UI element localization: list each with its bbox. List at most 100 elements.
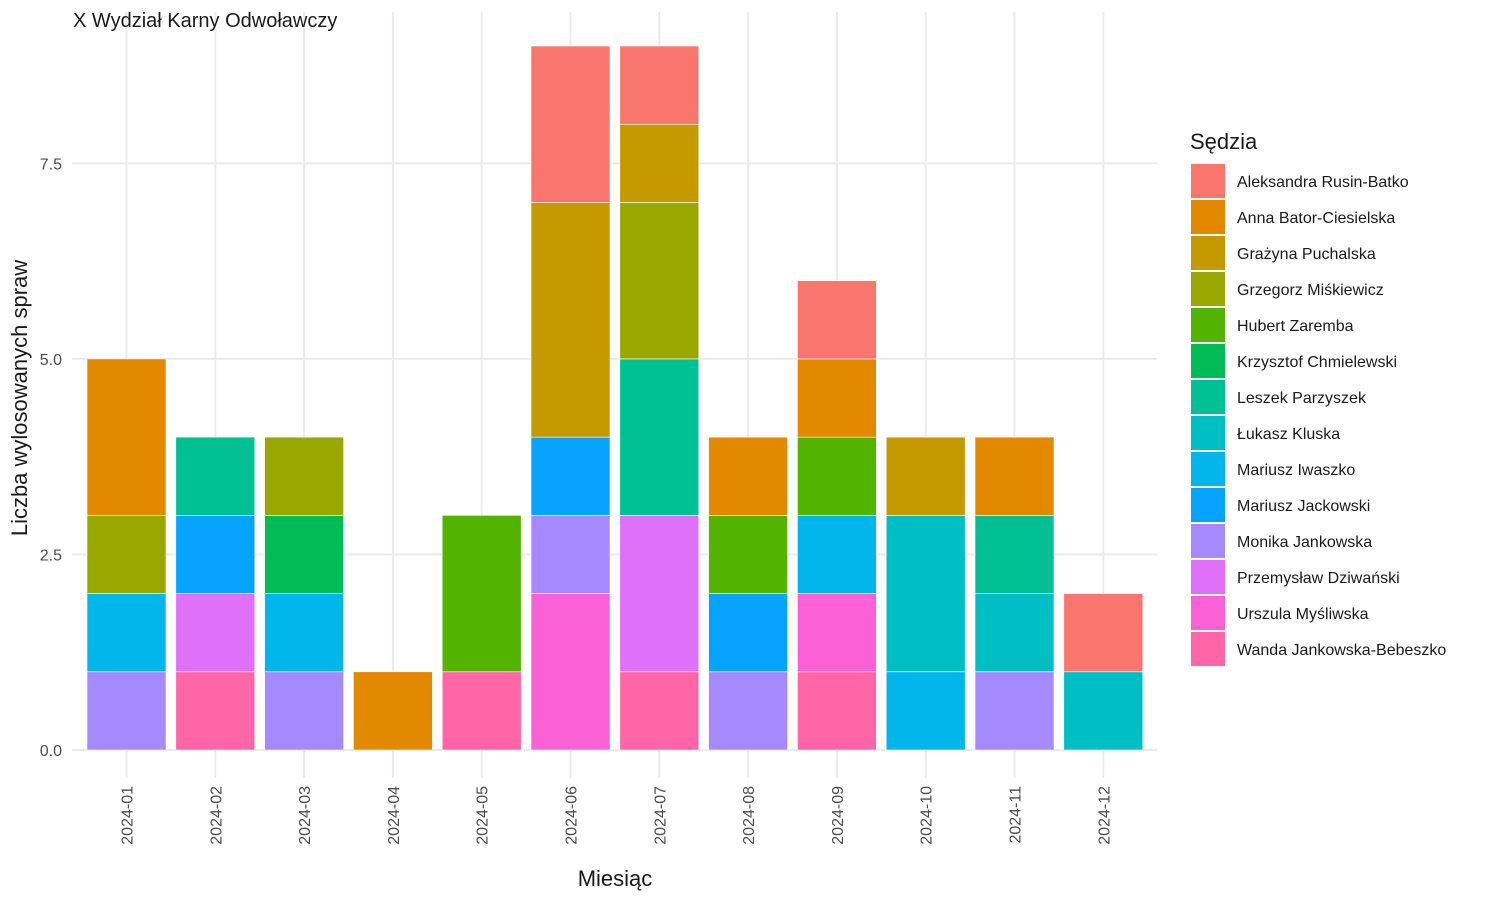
x-tick-labels: 2024-01 2024-02 2024-03 2024-04 2024-05 2024-… [120, 786, 1114, 845]
legend-item: Mariusz Jackowski [1191, 488, 1370, 522]
legend-item: Leszek Parzyszek [1191, 380, 1367, 414]
legend-label: Aleksandra Rusin-Batko [1237, 174, 1409, 191]
bar-segment [708, 671, 788, 751]
x-tick-label: 2024-04 [386, 786, 403, 845]
legend-swatch [1191, 308, 1225, 342]
y-tick-label: 5.0 [40, 352, 62, 369]
bar-segment [264, 515, 344, 594]
bar-segment [530, 593, 611, 751]
legend-swatch [1191, 272, 1225, 306]
legend-item: Przemysław Dziwański [1191, 560, 1400, 594]
legend-swatch [1191, 416, 1225, 450]
legend-item: Grzegorz Miśkiewicz [1191, 272, 1384, 306]
legend-swatch [1191, 344, 1225, 378]
legend-label: Przemysław Dziwański [1237, 570, 1400, 587]
legend-swatch [1191, 164, 1225, 198]
x-axis-title: Miesiąc [578, 866, 653, 891]
chart-title: X Wydział Karny Odwoławczy [73, 10, 337, 32]
bars-layer [86, 45, 1144, 751]
x-tick-label: 2024-02 [208, 786, 225, 845]
bar-segment [797, 280, 877, 360]
legend-swatch [1191, 632, 1225, 666]
legend-label: Hubert Zaremba [1237, 318, 1354, 335]
legend-item: Anna Bator-Ciesielska [1191, 200, 1395, 234]
bar-segment [619, 515, 700, 673]
legend-item: Łukasz Kluska [1191, 416, 1340, 450]
bar-segment [797, 436, 877, 516]
bar-segment [885, 436, 966, 516]
x-tick-label: 2024-05 [475, 786, 492, 845]
legend-swatch [1191, 380, 1225, 414]
bar-segment [619, 123, 700, 203]
legend-swatch [1191, 596, 1225, 630]
bar-segment [441, 515, 522, 673]
legend-items: Aleksandra Rusin-Batko Anna Bator-Ciesiel… [1191, 164, 1446, 666]
legend-item: Krzysztof Chmielewski [1191, 344, 1397, 378]
legend-swatch [1191, 560, 1225, 594]
y-tick-labels: 0.0 2.5 5.0 7.5 [40, 156, 62, 760]
legend-swatch [1191, 452, 1225, 486]
y-tick-label: 0.0 [40, 743, 62, 760]
bar-segment [175, 515, 256, 594]
bar-segment [619, 202, 700, 360]
legend-item: Grażyna Puchalska [1191, 236, 1376, 270]
legend-item: Hubert Zaremba [1191, 308, 1354, 342]
legend-label: Wanda Jankowska-Bebeszko [1237, 642, 1446, 659]
legend-swatch [1191, 524, 1225, 558]
bar-segment [175, 436, 256, 516]
legend-label: Anna Bator-Ciesielska [1237, 210, 1395, 227]
legend-item: Mariusz Iwaszko [1191, 452, 1355, 486]
legend-swatch [1191, 488, 1225, 522]
bar-segment [86, 358, 167, 516]
bar-segment [264, 436, 344, 516]
bar-segment [885, 671, 966, 751]
y-tick-label: 2.5 [40, 547, 62, 564]
bar-segment [1063, 593, 1144, 673]
legend-title: Sędzia [1190, 129, 1258, 154]
bar-segment [708, 515, 788, 594]
bar-segment [175, 671, 256, 751]
legend-label: Monika Jankowska [1237, 534, 1372, 551]
bar-segment [797, 358, 877, 438]
bar-segment [441, 671, 522, 751]
bar-segment [974, 671, 1055, 751]
legend-label: Grażyna Puchalska [1237, 246, 1376, 263]
legend-label: Mariusz Jackowski [1237, 498, 1370, 515]
y-tick-label: 7.5 [40, 156, 62, 173]
bar-segment [530, 202, 611, 438]
bar-segment [619, 358, 700, 516]
bar-segment [264, 593, 344, 673]
legend-label: Urszula Myśliwska [1237, 606, 1369, 623]
x-tick-label: 2024-12 [1096, 786, 1113, 845]
bar-segment [86, 593, 167, 673]
legend-item: Aleksandra Rusin-Batko [1191, 164, 1409, 198]
legend-label: Krzysztof Chmielewski [1237, 354, 1397, 371]
y-axis-title: Liczba wylosowanych spraw [7, 260, 32, 536]
bar-segment [530, 436, 611, 516]
bar-segment [353, 671, 433, 751]
legend-label: Leszek Parzyszek [1237, 390, 1367, 407]
bar-segment [619, 671, 700, 751]
legend-swatch [1191, 236, 1225, 270]
x-tick-label: 2024-11 [1008, 786, 1025, 844]
legend-label: Grzegorz Miśkiewicz [1237, 282, 1384, 299]
bar-segment [86, 515, 167, 594]
x-tick-label: 2024-07 [652, 786, 669, 845]
legend-label: Łukasz Kluska [1237, 426, 1340, 443]
bar-segment [264, 671, 344, 751]
legend-label: Mariusz Iwaszko [1237, 462, 1355, 479]
bar-segment [797, 671, 877, 751]
x-tick-label: 2024-09 [830, 786, 847, 845]
bar-segment [86, 671, 167, 751]
legend-item: Urszula Myśliwska [1191, 596, 1369, 630]
bar-segment [708, 436, 788, 516]
x-tick-label: 2024-01 [120, 786, 137, 845]
bar-segment [530, 45, 611, 203]
legend: Sędzia Aleksandra Rusin-Batko Anna Bator-… [1190, 129, 1446, 666]
bar-segment [1063, 671, 1144, 751]
bar-segment [708, 593, 788, 673]
x-tick-label: 2024-03 [297, 786, 314, 845]
legend-item: Monika Jankowska [1191, 524, 1372, 558]
bar-segment [175, 593, 256, 673]
